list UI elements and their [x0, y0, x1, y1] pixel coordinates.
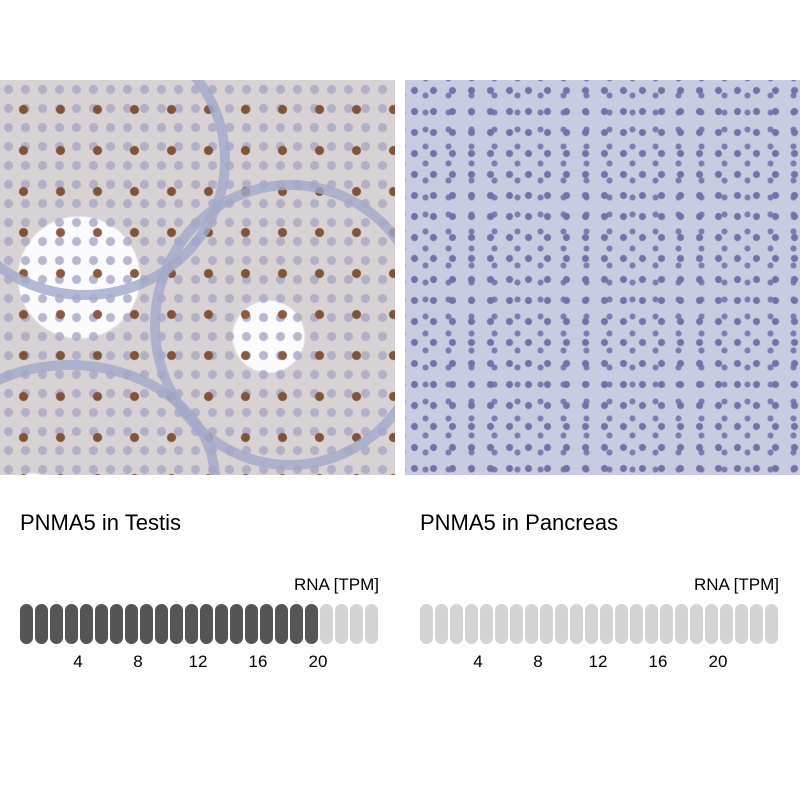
rna-bar: [495, 604, 508, 644]
tick-label: 16: [248, 652, 268, 671]
rna-bar: [275, 604, 288, 644]
rna-bar: [615, 604, 628, 644]
rna-bar: [435, 604, 448, 644]
rna-bar: [600, 604, 613, 644]
rna-bar: [420, 604, 433, 644]
rna-bar: [170, 604, 183, 644]
rna-bar: [735, 604, 748, 644]
rna-level-bars-pancreas: [420, 604, 780, 644]
testis-tissue-image: [0, 80, 395, 475]
rna-bar: [35, 604, 48, 644]
rna-bar: [450, 604, 463, 644]
rna-bar: [80, 604, 93, 644]
rna-bar: [230, 604, 243, 644]
rna-bar: [765, 604, 778, 644]
tick-label: 16: [648, 652, 668, 671]
panel-title-testis: PNMA5 in Testis: [20, 510, 181, 535]
rna-bar: [320, 604, 333, 644]
tubule-wall: [0, 80, 230, 300]
rna-bar: [480, 604, 493, 644]
rna-bar: [200, 604, 213, 644]
rna-bar: [585, 604, 598, 644]
rna-unit-label: RNA [TPM]: [693, 575, 779, 594]
rna-bar: [750, 604, 763, 644]
rna-unit-label: RNA [TPM]: [293, 575, 379, 594]
rna-bar: [540, 604, 553, 644]
tick-label: 4: [473, 652, 483, 671]
rna-bar: [365, 604, 378, 644]
rna-bar: [215, 604, 228, 644]
pancreas-tissue-image: [405, 80, 800, 475]
rna-bar: [350, 604, 363, 644]
rna-level-bars-testis: [20, 604, 380, 644]
rna-bar: [140, 604, 153, 644]
rna-bar: [675, 604, 688, 644]
tick-label: 20: [708, 652, 728, 671]
rna-bar: [465, 604, 478, 644]
tick-label: 8: [133, 652, 143, 671]
rna-bar: [645, 604, 658, 644]
rna-bar: [155, 604, 168, 644]
rna-bar: [555, 604, 568, 644]
rna-bar: [630, 604, 643, 644]
rna-bar: [20, 604, 33, 644]
rna-bar: [660, 604, 673, 644]
tick-label: 8: [533, 652, 543, 671]
panel-title-pancreas: PNMA5 in Pancreas: [420, 510, 619, 535]
tubule-wall: [150, 180, 395, 470]
stained-nuclei: [405, 80, 800, 475]
rna-bar: [125, 604, 138, 644]
rna-bar: [525, 604, 538, 644]
rna-bar: [510, 604, 523, 644]
tick-label: 12: [188, 652, 208, 671]
rna-bar: [720, 604, 733, 644]
tick-label: 4: [73, 652, 83, 671]
rna-bar: [570, 604, 583, 644]
rna-bar: [290, 604, 303, 644]
rna-bar: [690, 604, 703, 644]
rna-bar: [705, 604, 718, 644]
rna-bar: [185, 604, 198, 644]
rna-bar: [65, 604, 78, 644]
rna-bar: [335, 604, 348, 644]
rna-bar: [260, 604, 273, 644]
rna-bar: [50, 604, 63, 644]
rna-bar: [305, 604, 318, 644]
tick-label: 20: [308, 652, 328, 671]
rna-bar: [95, 604, 108, 644]
rna-bar: [110, 604, 123, 644]
tick-label: 12: [588, 652, 608, 671]
rna-bar: [245, 604, 258, 644]
